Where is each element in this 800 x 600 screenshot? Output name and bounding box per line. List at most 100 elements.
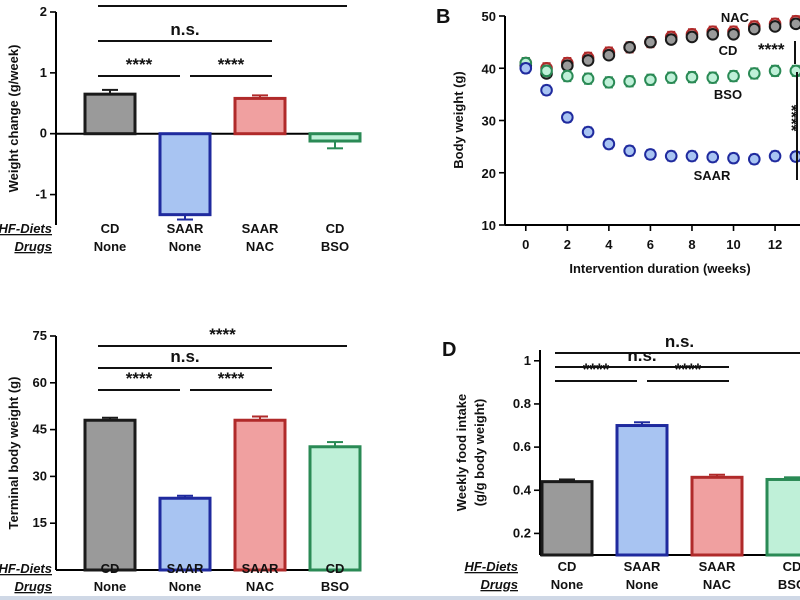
bar-BSO [765, 477, 800, 557]
data-point-CD [581, 54, 595, 67]
significance-label: **** [209, 325, 236, 344]
bar-CD [83, 92, 137, 136]
data-point-CD [727, 27, 740, 41]
window-bottom-edge [0, 596, 800, 600]
significance-label: **** [583, 360, 610, 379]
data-point-BSO [747, 67, 761, 80]
significance-label: n.s. [627, 346, 656, 365]
drug-label: None [551, 577, 584, 592]
bar-CD [83, 418, 137, 572]
data-point-SAAR [581, 125, 595, 139]
data-point-BSO [561, 69, 574, 83]
panel-D: 0.2 0.4 0.6 0.8 1 Weekly food intake (g/g body… [442, 332, 800, 592]
diet-label: CD [326, 221, 345, 236]
diet-label: CD [101, 561, 120, 576]
series-label-CD: CD [719, 43, 738, 58]
y-tick-label: 45 [33, 422, 47, 437]
diet-label: SAAR [167, 561, 204, 576]
significance-label: n.s. [170, 20, 199, 39]
drug-label: None [94, 579, 127, 594]
significance-label: **** [126, 55, 153, 74]
x-tick-label: 10 [726, 237, 740, 252]
y-axis-label: Body weight (g) [451, 71, 466, 169]
bar-NAC [233, 418, 287, 572]
significance-label: **** [218, 55, 245, 74]
data-point-SAAR [685, 149, 699, 163]
data-point-CD [664, 33, 678, 46]
row-label-diets: HF-Diets [0, 561, 52, 576]
diet-label: SAAR [699, 559, 736, 574]
drug-label: NAC [246, 239, 275, 254]
y-axis-label: Weight change (g/week) [6, 45, 21, 193]
data-point-SAAR [519, 61, 533, 75]
diet-label: SAAR [624, 559, 661, 574]
panel-A: -1 0 1 2 Weight change (g/week) HF-Diets Drugs… [0, 0, 362, 254]
drug-label: BSO [321, 239, 349, 254]
diet-label: SAAR [242, 561, 279, 576]
y-tick-label: 0.6 [513, 439, 531, 454]
drug-label: None [169, 239, 202, 254]
diet-label: CD [101, 221, 120, 236]
y-tick-label: 0.4 [513, 482, 532, 497]
data-point-BSO [685, 70, 699, 84]
y-tick-label: 60 [33, 375, 47, 390]
y-tick-label: 10 [482, 218, 496, 233]
bar-BSO [308, 132, 362, 143]
y-tick-label: -1 [35, 187, 47, 202]
y-tick-label: 2 [40, 4, 47, 19]
panel-B: 10 20 30 40 50 0 2 4 6 8 10 12 Intervention duration… [436, 6, 800, 276]
bar-BSO [308, 445, 362, 572]
data-point-CD [644, 35, 657, 49]
row-label-drugs: Drugs [480, 577, 518, 592]
data-point-SAAR [789, 150, 800, 163]
data-point-CD [789, 17, 800, 31]
data-point-CD [706, 27, 720, 41]
data-point-BSO [727, 69, 740, 83]
y-tick-label: 1 [40, 65, 47, 80]
data-point-CD [561, 59, 574, 72]
diet-label: CD [326, 561, 345, 576]
significance-label: **** [209, 0, 236, 4]
y-tick-label: 0.2 [513, 525, 531, 540]
row-label-drugs: Drugs [14, 239, 52, 254]
data-point-CD [602, 48, 616, 62]
y-axis-label: Terminal body weight (g) [6, 377, 21, 530]
y-tick-label: 75 [33, 328, 47, 343]
drug-label: None [94, 239, 127, 254]
significance-label: **** [675, 360, 702, 379]
y-tick-label: 30 [33, 468, 47, 483]
data-point-SAAR [706, 150, 720, 164]
y-tick-label: 0.8 [513, 396, 531, 411]
x-tick-label: 0 [522, 237, 529, 252]
y-axis-label: Weekly food intake [454, 394, 469, 512]
y-tick-label: 20 [482, 166, 496, 181]
comparison-label: **** [782, 105, 800, 132]
x-axis-label: Intervention duration (weeks) [569, 261, 750, 276]
data-point-BSO [644, 73, 657, 87]
diet-label: SAAR [242, 221, 279, 236]
significance-label: n.s. [170, 347, 199, 366]
data-point-SAAR [768, 149, 782, 163]
y-tick-label: 1 [524, 353, 531, 368]
diet-label: CD [783, 559, 800, 574]
drug-label: BSO [321, 579, 349, 594]
diet-label: CD [558, 559, 577, 574]
data-point-SAAR [747, 152, 761, 166]
series-label-BSO: BSO [714, 87, 742, 102]
row-label-diets: HF-Diets [465, 559, 518, 574]
significance-label: **** [126, 369, 153, 388]
y-tick-label: 50 [482, 9, 496, 24]
data-point-BSO [623, 75, 636, 88]
data-point-SAAR [664, 149, 678, 163]
data-point-SAAR [727, 151, 740, 165]
x-tick-label: 6 [647, 237, 654, 252]
data-point-CD [747, 22, 761, 36]
panel-C: 15 30 45 60 75 Terminal body weight (g) HF-Die… [0, 325, 362, 594]
significance-label: n.s. [665, 332, 694, 351]
data-point-BSO [789, 64, 800, 78]
x-tick-label: 2 [564, 237, 571, 252]
series-CD [519, 17, 800, 80]
x-tick-label: 4 [605, 237, 613, 252]
drug-label: BSO [778, 577, 800, 592]
